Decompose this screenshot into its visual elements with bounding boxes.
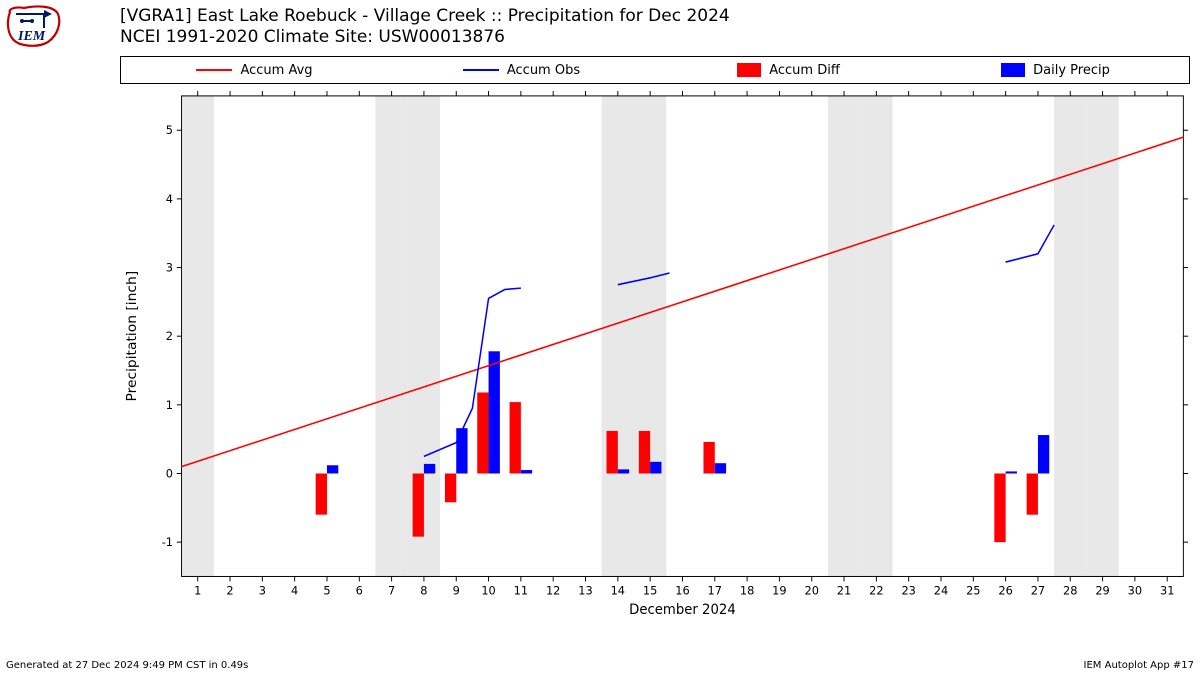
- svg-text:21: 21: [837, 583, 851, 597]
- chart-title-line1: [VGRA1] East Lake Roebuck - Village Cree…: [120, 6, 730, 27]
- precip-chart: -101234512345678910111213141516171819202…: [120, 88, 1190, 618]
- chart-area: -101234512345678910111213141516171819202…: [120, 88, 1190, 618]
- svg-text:1: 1: [166, 398, 173, 412]
- svg-text:0: 0: [166, 466, 173, 480]
- svg-text:31: 31: [1160, 583, 1174, 597]
- svg-text:2: 2: [166, 329, 173, 343]
- svg-text:20: 20: [804, 583, 818, 597]
- svg-text:12: 12: [546, 583, 560, 597]
- svg-text:14: 14: [611, 583, 625, 597]
- svg-text:13: 13: [578, 583, 592, 597]
- svg-text:16: 16: [675, 583, 689, 597]
- svg-text:4: 4: [291, 583, 298, 597]
- svg-text:2: 2: [226, 583, 233, 597]
- svg-text:3: 3: [166, 260, 173, 274]
- legend-daily-precip: Daily Precip: [922, 63, 1189, 78]
- svg-text:1: 1: [194, 583, 201, 597]
- iem-logo: IEM: [4, 4, 62, 52]
- svg-text:26: 26: [998, 583, 1012, 597]
- svg-text:24: 24: [934, 583, 948, 597]
- legend-box-icon: [737, 63, 761, 77]
- footer-app: IEM Autoplot App #17: [1084, 660, 1194, 671]
- svg-text:29: 29: [1095, 583, 1109, 597]
- svg-text:30: 30: [1128, 583, 1142, 597]
- svg-text:Precipitation [inch]: Precipitation [inch]: [124, 271, 140, 402]
- svg-text:7: 7: [388, 583, 395, 597]
- legend-label: Accum Obs: [507, 63, 580, 78]
- svg-text:11: 11: [514, 583, 528, 597]
- legend-label: Daily Precip: [1033, 63, 1110, 78]
- svg-text:IEM: IEM: [17, 29, 46, 44]
- legend-label: Accum Diff: [769, 63, 840, 78]
- chart-title-line2: NCEI 1991-2020 Climate Site: USW00013876: [120, 27, 730, 48]
- svg-text:15: 15: [643, 583, 657, 597]
- legend-line-icon: [196, 69, 232, 71]
- chart-title-block: [VGRA1] East Lake Roebuck - Village Cree…: [120, 6, 730, 49]
- legend-box-icon: [1001, 63, 1025, 77]
- svg-text:6: 6: [356, 583, 363, 597]
- svg-text:17: 17: [708, 583, 722, 597]
- svg-text:27: 27: [1031, 583, 1045, 597]
- svg-text:19: 19: [772, 583, 786, 597]
- legend-accum-obs: Accum Obs: [388, 63, 655, 78]
- svg-text:9: 9: [453, 583, 460, 597]
- svg-text:8: 8: [420, 583, 427, 597]
- svg-text:10: 10: [481, 583, 495, 597]
- svg-text:-1: -1: [162, 535, 173, 549]
- svg-text:18: 18: [740, 583, 754, 597]
- legend: Accum Avg Accum Obs Accum Diff Daily Pre…: [120, 56, 1190, 84]
- svg-text:25: 25: [966, 583, 980, 597]
- footer-generated: Generated at 27 Dec 2024 9:49 PM CST in …: [6, 660, 248, 671]
- svg-text:3: 3: [259, 583, 266, 597]
- svg-text:23: 23: [901, 583, 915, 597]
- legend-label: Accum Avg: [240, 63, 312, 78]
- svg-text:5: 5: [323, 583, 330, 597]
- svg-text:22: 22: [869, 583, 883, 597]
- svg-text:4: 4: [166, 192, 173, 206]
- legend-accum-avg: Accum Avg: [121, 63, 388, 78]
- svg-text:December 2024: December 2024: [629, 602, 736, 618]
- svg-text:5: 5: [166, 123, 173, 137]
- svg-text:28: 28: [1063, 583, 1077, 597]
- legend-accum-diff: Accum Diff: [655, 63, 922, 78]
- legend-line-icon: [463, 69, 499, 71]
